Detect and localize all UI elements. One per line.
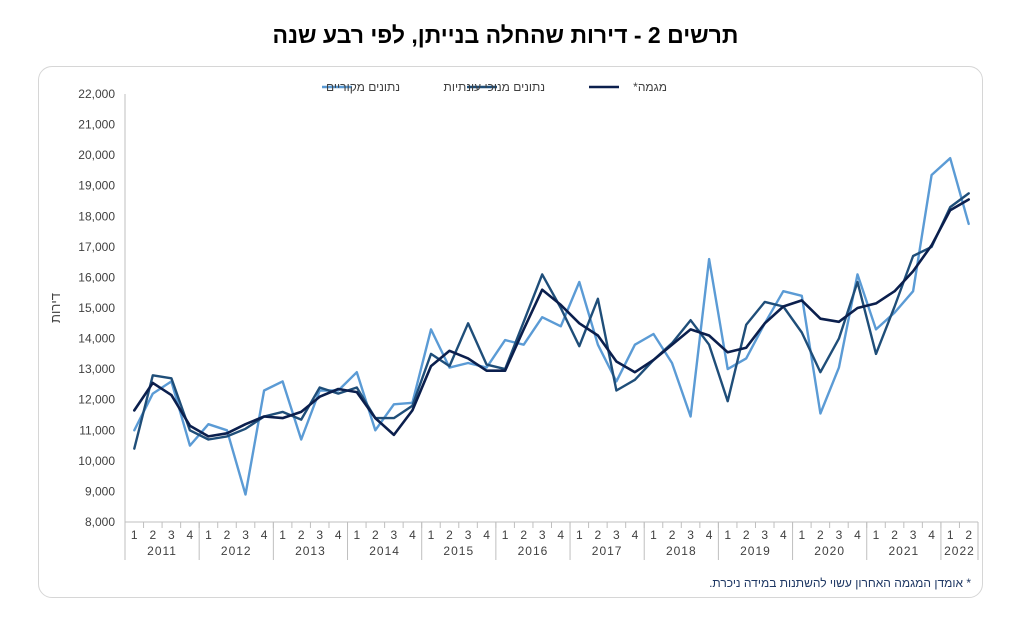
x-tick-label: 3 xyxy=(316,528,323,542)
x-tick-label: 4 xyxy=(780,528,787,542)
series-line-3 xyxy=(133,198,970,438)
x-tick-label: 1 xyxy=(205,528,212,542)
x-tick-label: 2 xyxy=(743,528,750,542)
x-tick-label: 2 xyxy=(372,528,379,542)
x-tick-label: 2 xyxy=(595,528,602,542)
x-tick-label: 3 xyxy=(242,528,249,542)
x-tick-label: 1 xyxy=(131,528,138,542)
y-tick-label: 13,000 xyxy=(78,362,115,376)
x-year-label: 2022 xyxy=(944,544,975,558)
series-line-2 xyxy=(133,192,970,450)
x-tick-label: 2 xyxy=(149,528,156,542)
x-tick-label: 3 xyxy=(465,528,472,542)
x-tick-label: 3 xyxy=(613,528,620,542)
x-year-label: 2020 xyxy=(814,544,845,558)
x-tick-label: 4 xyxy=(854,528,861,542)
y-tick-label: 19,000 xyxy=(78,179,115,193)
y-tick-label: 16,000 xyxy=(78,270,115,284)
x-tick-label: 4 xyxy=(187,528,194,542)
y-tick-label: 21,000 xyxy=(78,118,115,132)
x-tick-label: 2 xyxy=(965,528,972,542)
y-tick-label: 11,000 xyxy=(79,423,115,437)
y-tick-label: 10,000 xyxy=(78,454,115,468)
x-tick-label: 4 xyxy=(335,528,342,542)
x-tick-label: 4 xyxy=(632,528,639,542)
y-tick-label: 22,000 xyxy=(78,87,115,101)
x-tick-label: 4 xyxy=(557,528,564,542)
x-year-label: 2018 xyxy=(666,544,697,558)
x-tick-label: 1 xyxy=(947,528,954,542)
x-year-label: 2011 xyxy=(147,544,177,558)
x-tick-label: 1 xyxy=(873,528,880,542)
x-tick-label: 2 xyxy=(817,528,824,542)
x-tick-label: 2 xyxy=(669,528,676,542)
x-year-label: 2019 xyxy=(740,544,771,558)
x-year-label: 2013 xyxy=(295,544,326,558)
y-tick-label: 14,000 xyxy=(78,332,115,346)
x-year-label: 2014 xyxy=(369,544,400,558)
x-tick-label: 1 xyxy=(353,528,360,542)
y-tick-label: 18,000 xyxy=(78,209,115,223)
x-tick-label: 2 xyxy=(224,528,231,542)
chart-frame xyxy=(38,66,983,598)
x-tick-label: 2 xyxy=(520,528,527,542)
x-tick-label: 3 xyxy=(539,528,546,542)
x-year-label: 2017 xyxy=(592,544,623,558)
series-line-1 xyxy=(133,157,970,496)
x-tick-label: 1 xyxy=(576,528,583,542)
legend-label-1: נתונים מקוריים xyxy=(326,80,400,94)
x-tick-label: 1 xyxy=(650,528,657,542)
y-tick-label: 15,000 xyxy=(78,301,115,315)
x-tick-label: 3 xyxy=(687,528,694,542)
y-tick-label: 17,000 xyxy=(78,240,115,254)
x-tick-label: 4 xyxy=(409,528,416,542)
legend-label-2: נתונים מנוכי עונתיות xyxy=(444,80,545,94)
chart-title: תרשים 2 - דירות שהחלה בנייתן, לפי רבע שנ… xyxy=(272,22,739,48)
x-tick-label: 4 xyxy=(928,528,935,542)
y-axis-label: דירות xyxy=(48,293,63,323)
x-year-label: 2021 xyxy=(888,544,919,558)
x-tick-label: 3 xyxy=(391,528,398,542)
x-tick-label: 1 xyxy=(502,528,509,542)
x-tick-label: 4 xyxy=(261,528,268,542)
x-year-label: 2015 xyxy=(443,544,474,558)
x-tick-label: 3 xyxy=(910,528,917,542)
footnote: * אומדן המגמה האחרון עשוי להשתנות במידה … xyxy=(709,576,971,590)
y-tick-label: 12,000 xyxy=(78,393,115,407)
x-tick-label: 4 xyxy=(706,528,713,542)
x-tick-label: 1 xyxy=(724,528,731,542)
x-tick-label: 2 xyxy=(298,528,305,542)
x-tick-label: 2 xyxy=(891,528,898,542)
y-tick-label: 8,000 xyxy=(85,515,115,529)
x-tick-label: 3 xyxy=(761,528,768,542)
y-tick-label: 20,000 xyxy=(78,148,115,162)
x-tick-label: 1 xyxy=(428,528,435,542)
x-tick-label: 1 xyxy=(798,528,805,542)
x-year-label: 2012 xyxy=(221,544,252,558)
x-tick-label: 2 xyxy=(446,528,453,542)
x-tick-label: 4 xyxy=(483,528,490,542)
x-year-label: 2016 xyxy=(518,544,549,558)
x-tick-label: 3 xyxy=(836,528,843,542)
y-tick-label: 9,000 xyxy=(85,484,115,498)
legend-label-3: מגמה* xyxy=(633,80,667,94)
x-tick-label: 3 xyxy=(168,528,175,542)
x-tick-label: 1 xyxy=(279,528,286,542)
